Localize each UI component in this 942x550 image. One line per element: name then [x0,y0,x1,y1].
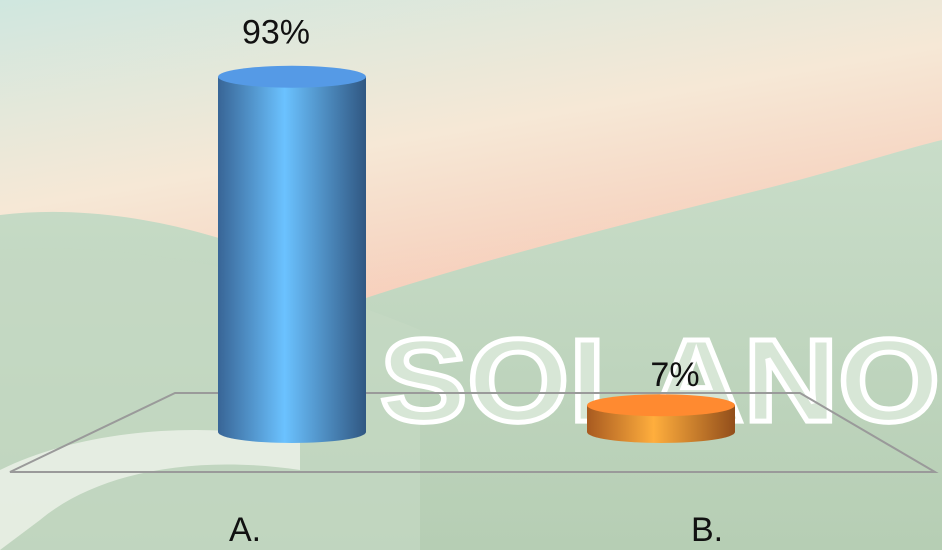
cylinder-top [218,65,366,88]
floor [9,392,939,473]
cylinder-bar [218,76,366,444]
watermark: SOLANO [380,315,940,447]
value-label: 7% [650,356,699,394]
category-label: A. [229,511,261,549]
category-label: B. [691,511,723,549]
cylinder-top [587,394,735,417]
value-label: 93% [242,14,310,52]
